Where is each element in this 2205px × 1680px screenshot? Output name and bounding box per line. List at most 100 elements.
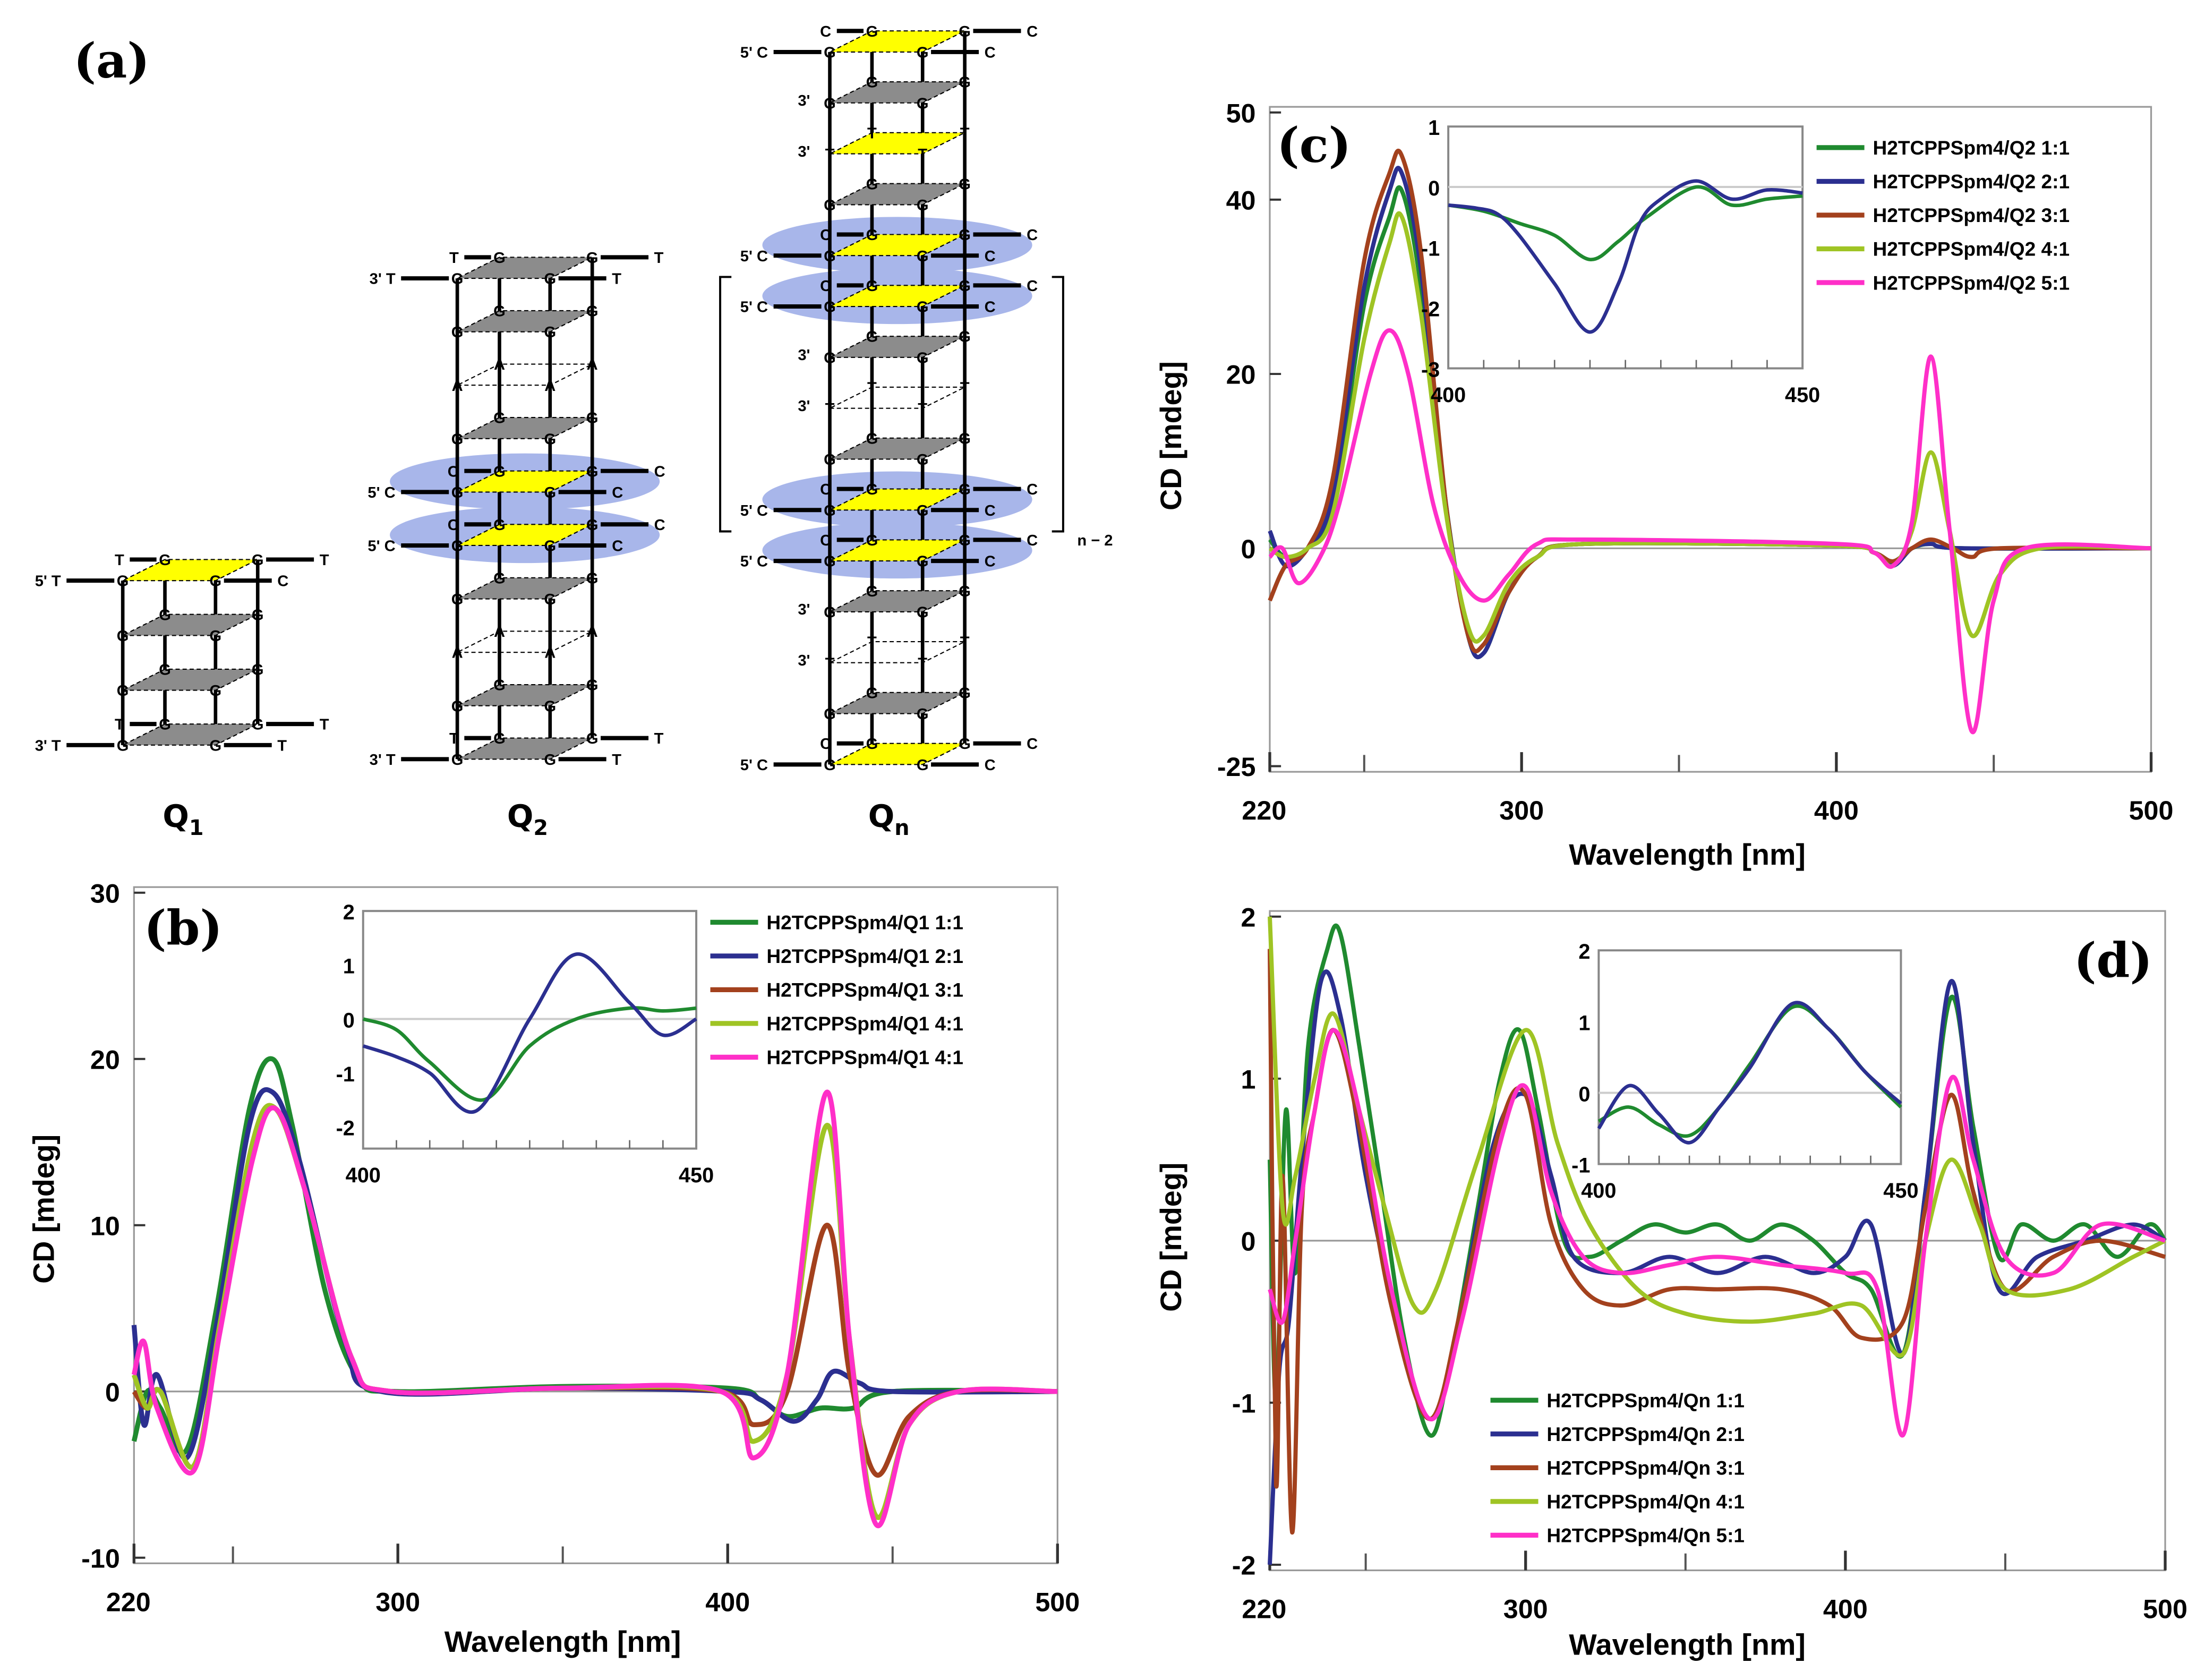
inset-x-tick-label: 450	[1883, 1179, 1918, 1203]
tetrad-plane	[457, 577, 593, 600]
tetrad-plane	[830, 183, 965, 206]
strand-end-label: 5' C	[368, 538, 395, 555]
legend-entry: H2TCPPSpm4/Qn 2:1	[1546, 1423, 1745, 1445]
nucleotide-label: G	[917, 451, 929, 468]
tetrad-plane	[830, 539, 965, 562]
x-tick-label: 400	[1814, 795, 1859, 825]
strand-end-label: 5' T	[35, 573, 61, 590]
tetrad-plane	[122, 613, 258, 636]
y-tick-label: 50	[1226, 98, 1256, 128]
strand-end-label: C	[985, 553, 996, 570]
y-tick-label: -2	[1232, 1550, 1256, 1580]
nucleotide-label: G	[544, 324, 556, 341]
inset-y-tick-label: 0	[1428, 177, 1440, 200]
series-line-3	[1268, 148, 2151, 653]
x-tick-label: 220	[1242, 795, 1286, 825]
nucleotide-label: A	[544, 378, 555, 395]
strand-end-label: C	[985, 757, 996, 774]
y-tick-label: -10	[81, 1543, 120, 1573]
legend: H2TCPPSpm4/Q1 1:1 H2TCPPSpm4/Q1 2:1 H2TCPP…	[710, 911, 963, 1069]
inset-x-tick-label: 400	[1581, 1179, 1616, 1203]
strand-end-label: C	[1027, 532, 1038, 549]
inset-x-tick-label: 400	[1431, 383, 1466, 407]
strand-end-label: C	[820, 481, 831, 498]
nucleotide-label: T	[825, 146, 835, 163]
tetrad-plane	[457, 630, 593, 653]
nucleotide-label: G	[824, 95, 836, 112]
strand-end-label: C	[820, 278, 831, 295]
inset-y-tick-label: -2	[1421, 298, 1440, 321]
legend-entry: H2TCPPSpm4/Q1 2:1	[766, 945, 963, 967]
nucleotide-label: T	[918, 655, 927, 672]
strand-end-label: C	[820, 736, 831, 753]
nucleotide-label: G	[493, 303, 506, 320]
tetrad-plane	[457, 310, 593, 332]
inset-frame	[1597, 949, 1902, 1165]
series-line-3	[132, 1103, 1058, 1478]
y-axis-label: CD [mdeg]	[27, 1135, 60, 1284]
inset-frame	[1447, 125, 1804, 370]
inset-series-line-2	[1448, 179, 1803, 334]
nucleotide-label: G	[586, 463, 599, 480]
inset-y-tick-label: 2	[343, 901, 355, 924]
nucleotide-label: G	[917, 553, 929, 570]
structure-label: Q2	[507, 798, 548, 840]
inset-series-line-2	[1597, 1001, 1902, 1145]
strand-end-label: T	[320, 552, 329, 569]
strand-end-label: T	[612, 271, 621, 288]
x-tick-label: 400	[705, 1587, 750, 1617]
nucleotide-label: G	[586, 730, 599, 747]
nucleotide-label: G	[117, 737, 129, 754]
nucleotide-label: G	[210, 683, 222, 700]
y-tick-label: 1	[1241, 1064, 1256, 1094]
nucleotide-label: G	[917, 95, 929, 112]
strand-end-label: 3' T	[370, 271, 396, 288]
series-line-2	[131, 1087, 1058, 1461]
nucleotide-label: G	[959, 278, 971, 295]
nucleotide-label: G	[159, 717, 171, 734]
nucleotide-label: G	[824, 706, 836, 723]
inset-y-tick-label: 1	[343, 955, 355, 978]
nucleotide-label: G	[824, 349, 836, 366]
nucleotide-label: G	[451, 698, 464, 715]
nucleotide-label: G	[866, 176, 878, 193]
strand-end-label: T	[612, 752, 621, 769]
strand-end-mark: 3'	[798, 398, 810, 415]
legend-entry: H2TCPPSpm4/Q2 3:1	[1873, 204, 2070, 226]
y-tick-label: -1	[1232, 1388, 1256, 1418]
strand-end-label: 5' C	[740, 45, 768, 62]
inset-series-line-1	[1448, 185, 1803, 261]
series-line-2	[1268, 969, 2167, 1565]
y-tick-label: 0	[1241, 1226, 1256, 1256]
nucleotide-label: G	[824, 502, 836, 519]
x-tick-label: 300	[1503, 1594, 1548, 1624]
nucleotide-label: G	[866, 736, 878, 753]
strand-end-mark: 3'	[798, 143, 810, 160]
nucleotide-label: T	[825, 400, 835, 417]
nucleotide-label: G	[866, 329, 878, 346]
legend-entry: H2TCPPSpm4/Q2 2:1	[1873, 170, 2070, 193]
nucleotide-label: G	[159, 661, 171, 678]
nucleotide-label: G	[866, 74, 878, 91]
x-tick-label: 500	[2143, 1594, 2187, 1624]
nucleotide-label: G	[210, 573, 222, 590]
y-tick-label: 20	[90, 1044, 120, 1074]
nucleotide-label: G	[544, 431, 556, 448]
structure-label: Qn	[868, 798, 910, 840]
x-tick-label: 400	[1823, 1594, 1868, 1624]
nucleotide-label: G	[866, 583, 878, 600]
strand-end-label: C	[612, 484, 623, 501]
y-tick-label: 40	[1226, 185, 1256, 215]
nucleotide-label: G	[451, 324, 464, 341]
nucleotide-label: G	[586, 250, 599, 267]
nucleotide-label: G	[252, 552, 264, 569]
tetrad-plane	[457, 524, 593, 547]
strand-end-label: C	[1027, 227, 1038, 244]
structure-label-sub: n	[894, 816, 909, 840]
y-axis-label: CD [mdeg]	[1155, 1163, 1187, 1312]
strand-end-label: C	[654, 517, 665, 534]
